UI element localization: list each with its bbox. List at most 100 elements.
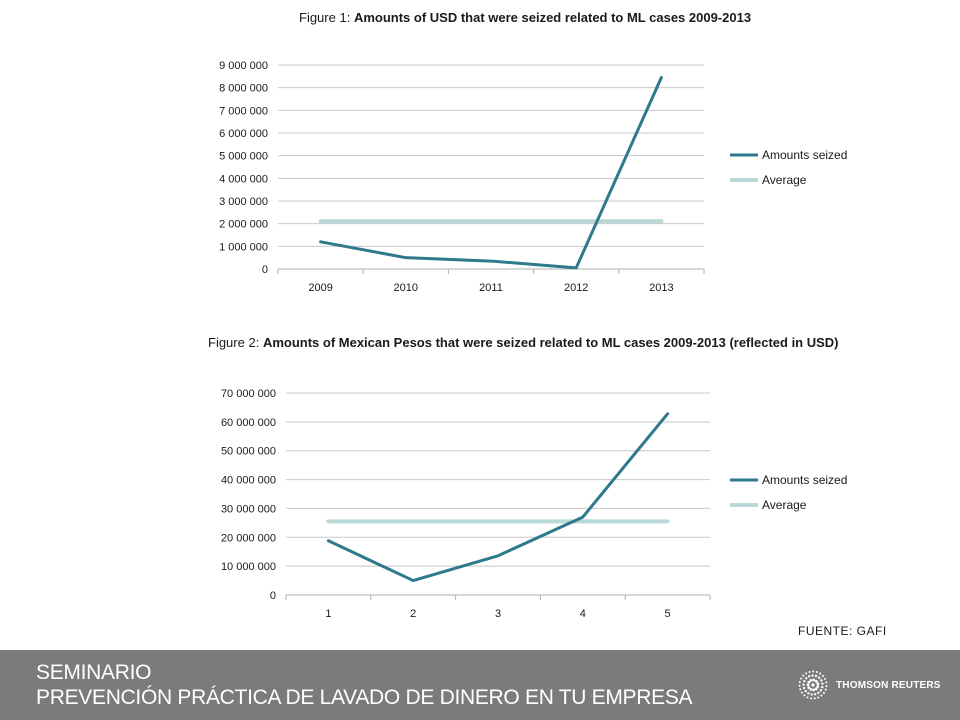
brand-icon-dot: [817, 696, 820, 699]
brand-icon-dot: [807, 686, 811, 690]
brand-icon-dot: [800, 691, 803, 694]
brand-icon-dot: [802, 686, 806, 690]
brand-icon-dot: [811, 674, 814, 677]
figure1-ytick-label: 4 000 000: [219, 173, 268, 185]
brand-icon-dot: [814, 687, 818, 691]
figure2-title: Figure 2: Amounts of Mexican Pesos that …: [208, 335, 839, 350]
brand-icon-dot: [816, 685, 820, 688]
figure1-ytick-label: 3 000 000: [219, 196, 268, 208]
brand-icon-dot: [819, 689, 823, 692]
figure2-ytick-label: 60 000 000: [221, 417, 276, 429]
brand-icon-dot: [822, 691, 825, 694]
figure1-ytick-label: 0: [262, 264, 268, 276]
figure2-ytick-label: 70 000 000: [221, 388, 276, 400]
figure1-legend-label: Amounts seized: [762, 148, 847, 162]
brand-icon-dot: [808, 670, 811, 673]
brand-icon-dot: [821, 674, 824, 677]
brand-icon-dot: [820, 694, 823, 697]
brand-icon-dot: [807, 680, 811, 684]
figure2-xtick-label: 1: [325, 608, 331, 620]
brand-logo: THOMSON REUTERS: [796, 668, 941, 702]
brand-icon-dot: [802, 674, 805, 677]
brand-icon-dot: [812, 670, 815, 673]
brand-icon-dot: [824, 688, 827, 691]
brand-icon-dot: [817, 691, 820, 695]
brand-icon-dot: [825, 685, 828, 688]
footer-seminar-label: SEMINARIO: [36, 661, 152, 684]
brand-icon-dot: [821, 685, 824, 689]
figure2-title-text: Amounts of Mexican Pesos that were seize…: [262, 335, 839, 350]
brand-icon-dot: [812, 688, 816, 692]
figure2-xtick-label: 5: [665, 608, 671, 620]
figure2-xtick-label: 4: [580, 608, 586, 620]
brand-icon-dot: [802, 683, 805, 686]
footer-seminar-title: PREVENCIÓN PRÁCTICA DE LAVADO DE DINERO …: [36, 686, 693, 709]
thomson-reuters-icon: [798, 670, 828, 700]
figure1-ytick-label: 5 000 000: [219, 151, 268, 163]
brand-icon-dot: [806, 683, 810, 687]
figure2-xtick-label: 3: [495, 608, 501, 620]
figure1-xtick-label: 2010: [394, 282, 418, 294]
brand-icon-dot: [812, 678, 816, 682]
brand-icon-dot: [806, 696, 809, 699]
figure1-xtick-label: 2009: [308, 282, 332, 294]
brand-icon-dot: [804, 689, 807, 693]
brand-icon-dot: [824, 677, 827, 680]
brand-icon-dot: [814, 679, 818, 683]
figure2-legend-label: Average: [762, 498, 807, 512]
brand-icon-dot: [821, 682, 824, 685]
figure2-legend-label: Amounts seized: [762, 473, 847, 487]
figure1-ytick-label: 2 000 000: [219, 219, 268, 231]
brand-icon-dot: [811, 683, 815, 687]
source-note: FUENTE: GAFI: [798, 624, 887, 638]
brand-icon-dot: [803, 694, 806, 697]
brand-icon-dot: [825, 681, 828, 684]
figure2-ytick-label: 30 000 000: [221, 503, 276, 515]
figure2-ytick-label: 20 000 000: [221, 532, 276, 544]
brand-icon-dot: [815, 671, 818, 674]
figure2-ytick-label: 40 000 000: [221, 475, 276, 487]
brand-icon-dot: [810, 693, 813, 696]
figure2-ytick-label: 10 000 000: [221, 561, 276, 573]
brand-icon-dot: [816, 682, 820, 686]
figure1-label: Figure 1:: [299, 10, 351, 25]
brand-icon-dot: [798, 684, 801, 687]
figure2-series-amounts-seized: [326, 412, 670, 583]
brand-icon-dot: [798, 681, 801, 684]
figure2-ytick-label: 0: [270, 590, 276, 602]
brand-icon-dot: [809, 688, 813, 691]
brand-icon-dot: [805, 672, 808, 675]
brand-icon-dot: [800, 677, 803, 680]
figure1-xtick-label: 2013: [649, 282, 673, 294]
figure1-title-text: Amounts of USD that were seized related …: [353, 10, 752, 25]
figure1-chart: 0 1 000 000 2 000 000 3 000 000 4 000 000 5 0…: [219, 60, 847, 294]
brand-icon-dot: [807, 692, 810, 695]
brand-icon-dot: [803, 679, 806, 683]
figure1-series-amounts-seized: [319, 75, 663, 270]
figure1-xtick-label: 2012: [564, 282, 588, 294]
brand-icon-dot: [814, 674, 818, 678]
brand-icon-dot: [799, 688, 802, 691]
figure2-chart: 0 10 000 000 20 000 000 30 000 000 40 000 00…: [221, 388, 847, 620]
brand-icon-dot: [807, 675, 811, 678]
brand-icon-dot: [809, 697, 812, 700]
brand-name: THOMSON REUTERS: [836, 679, 941, 691]
brand-icon-dot: [813, 697, 816, 700]
figure1-ytick-label: 1 000 000: [219, 241, 268, 253]
brand-icon-dot: [805, 677, 808, 680]
figure1-xtick-label: 2011: [479, 282, 503, 294]
brand-icon-dot: [809, 679, 813, 682]
brand-icon-dot: [819, 672, 822, 675]
figure1-title: Figure 1: Amounts of USD that were seize…: [299, 10, 751, 25]
figure1-ytick-label: 8 000 000: [219, 83, 268, 95]
figure2-ytick-label: 50 000 000: [221, 446, 276, 458]
brand-icon-dot: [820, 679, 823, 682]
figure1-ytick-label: 6 000 000: [219, 128, 268, 140]
figure1-ytick-label: 9 000 000: [219, 60, 268, 72]
brand-icon-dot: [813, 693, 817, 696]
figure1-legend-label: Average: [762, 173, 807, 187]
figure2-xtick-label: 2: [410, 608, 416, 620]
brand-icon-dot: [817, 676, 821, 679]
footer-bar: SEMINARIO PREVENCIÓN PRÁCTICA DE LAVADO …: [0, 650, 960, 720]
figure1-ytick-label: 7 000 000: [219, 105, 268, 117]
